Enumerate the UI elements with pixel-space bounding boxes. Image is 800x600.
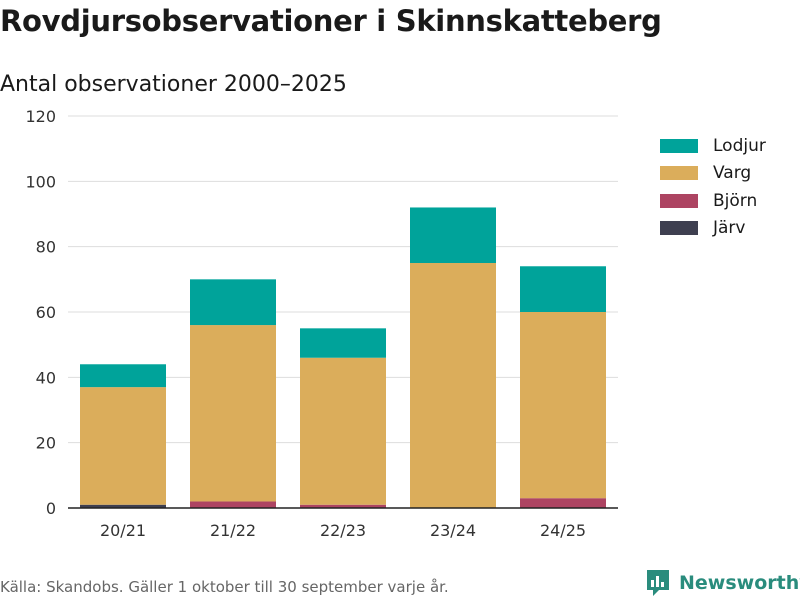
legend-label-varg: Varg: [713, 163, 752, 184]
bar-varg-23-24: [410, 263, 496, 508]
legend-label-lodjur: Lodjur: [713, 135, 766, 156]
legend-swatch-bjorn: [660, 193, 698, 208]
x-tick-label-21-22: 21/22: [210, 521, 256, 540]
bar-bjorn-21-22: [190, 501, 276, 508]
bar-varg-21-22: [190, 325, 276, 502]
legend-item-varg: Varg: [660, 160, 766, 188]
chart-subtitle: Antal observationer 2000–2025: [0, 72, 347, 97]
bar-lodjur-23-24: [410, 207, 496, 263]
legend-item-bjorn: Björn: [660, 187, 766, 215]
bar-lodjur-24-25: [520, 266, 606, 312]
brand-logo[interactable]: Newsworthy: [645, 568, 800, 598]
legend-label-bjorn: Björn: [713, 190, 758, 211]
newsworthy-logo-icon: [647, 570, 669, 596]
bar-varg-20-21: [80, 387, 166, 505]
y-tick-label-60: 60: [36, 303, 56, 322]
source-note: Källa: Skandobs. Gäller 1 oktober till 3…: [0, 578, 449, 596]
y-tick-label-40: 40: [36, 368, 56, 387]
bar-lodjur-21-22: [190, 279, 276, 326]
legend: Lodjur Varg Björn Järv: [660, 132, 766, 242]
y-tick-label-100: 100: [25, 172, 56, 191]
bar-bjorn-24-25: [520, 498, 606, 508]
x-tick-label-23-24: 23/24: [430, 521, 476, 540]
bar-lodjur-22-23: [300, 328, 386, 358]
legend-item-jarv: Järv: [660, 215, 766, 243]
y-tick-label-20: 20: [36, 434, 56, 453]
bar-varg-22-23: [300, 357, 386, 505]
x-tick-label-22-23: 22/23: [320, 521, 366, 540]
legend-swatch-lodjur: [660, 138, 698, 153]
x-tick-label-24-25: 24/25: [540, 521, 586, 540]
y-tick-label-0: 0: [46, 499, 56, 518]
x-tick-label-20-21: 20/21: [100, 521, 146, 540]
legend-label-jarv: Järv: [713, 218, 746, 239]
bar-jarv-20-21: [80, 504, 166, 508]
legend-item-lodjur: Lodjur: [660, 132, 766, 160]
legend-swatch-varg: [660, 166, 698, 181]
bar-varg-24-25: [520, 312, 606, 499]
chart-title: Rovdjursobservationer i Skinnskatteberg: [0, 4, 662, 38]
bar-lodjur-20-21: [80, 364, 166, 388]
y-tick-label-80: 80: [36, 238, 56, 257]
brand-name: Newsworthy: [679, 572, 800, 594]
bar-bjorn-22-23: [300, 504, 386, 508]
legend-swatch-jarv: [660, 221, 698, 236]
y-tick-label-120: 120: [25, 107, 56, 126]
